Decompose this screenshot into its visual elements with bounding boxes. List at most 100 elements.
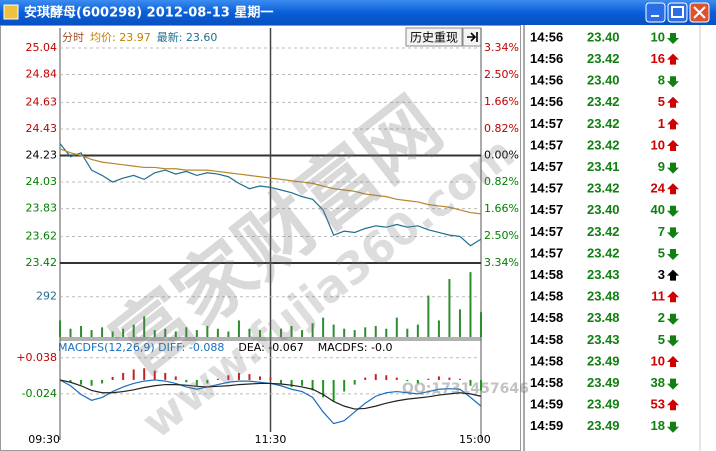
y-tick-label: 23.62 bbox=[26, 229, 58, 242]
y2-tick-label: 1.66% bbox=[484, 95, 519, 108]
series-line bbox=[59, 379, 482, 410]
trade-arrow bbox=[667, 313, 679, 325]
trade-time: 14:57 bbox=[530, 116, 563, 131]
header-label: 均价: 23.97 bbox=[90, 31, 151, 44]
trade-time: 14:57 bbox=[530, 181, 563, 196]
trade-volume: 11 bbox=[651, 289, 665, 304]
volume-bar bbox=[469, 272, 472, 337]
volume-bar bbox=[395, 317, 398, 337]
y2-tick-label: 2.50% bbox=[484, 68, 519, 81]
trade-time: 14:56 bbox=[530, 73, 563, 88]
trade-volume: 5 bbox=[658, 94, 665, 109]
trade-volume: 53 bbox=[651, 397, 665, 412]
y2-tick-label: 0.82% bbox=[484, 122, 519, 135]
trade-time: 14:58 bbox=[530, 375, 563, 390]
volume-bar bbox=[290, 325, 293, 337]
trade-price: 23.43 bbox=[587, 332, 620, 347]
x-tick-label: 09:30 bbox=[28, 433, 60, 446]
volume-bar bbox=[90, 330, 93, 337]
trade-price: 23.42 bbox=[587, 116, 620, 131]
trade-volume: 16 bbox=[651, 51, 665, 66]
volume-bar bbox=[301, 330, 304, 337]
volume-bar bbox=[206, 325, 209, 337]
y2-tick-label: 3.34% bbox=[484, 256, 519, 269]
volume-bar bbox=[322, 317, 325, 337]
trade-arrow bbox=[667, 356, 679, 367]
trade-arrow bbox=[667, 53, 679, 65]
trade-arrow bbox=[667, 335, 679, 347]
volume-bar bbox=[406, 328, 409, 337]
trade-price: 23.43 bbox=[587, 267, 620, 282]
volume-bar bbox=[311, 323, 314, 337]
trade-volume: 5 bbox=[658, 245, 665, 260]
trade-time: 14:57 bbox=[530, 202, 563, 217]
maximize-button[interactable] bbox=[667, 2, 688, 23]
trade-arrow bbox=[667, 227, 679, 239]
volume-bar bbox=[248, 328, 251, 337]
y2-tick-label: 0.00% bbox=[484, 149, 519, 162]
title-bar bbox=[0, 0, 716, 25]
volume-bar bbox=[216, 328, 219, 337]
header-label: MACDFS: -0.0 bbox=[318, 341, 393, 354]
volume-bar bbox=[237, 320, 240, 337]
history-button-label: 历史重现 bbox=[410, 31, 458, 45]
history-button[interactable] bbox=[405, 27, 463, 47]
maximize-icon bbox=[671, 6, 684, 18]
trade-arrow bbox=[667, 421, 679, 433]
y2-tick-label: 3.34% bbox=[484, 41, 519, 54]
trade-arrow bbox=[667, 378, 679, 390]
volume-bar bbox=[164, 328, 167, 337]
trade-price: 23.42 bbox=[587, 137, 620, 152]
y2-tick-label: 0.82% bbox=[484, 175, 519, 188]
trade-time: 14:59 bbox=[530, 397, 563, 412]
y-tick-label: -0.024 bbox=[22, 387, 57, 400]
trade-time: 14:57 bbox=[530, 224, 563, 239]
minimize-icon bbox=[651, 15, 659, 17]
y-tick-label: 24.43 bbox=[26, 122, 58, 135]
y2-tick-label: 1.66% bbox=[484, 202, 519, 215]
x-tick-label: 15:00 bbox=[459, 433, 491, 446]
trade-arrow bbox=[667, 205, 679, 217]
volume-bar bbox=[437, 320, 440, 337]
volume-bar bbox=[153, 330, 156, 337]
trade-volume: 8 bbox=[658, 73, 665, 88]
volume-bar bbox=[480, 312, 482, 337]
trade-volume: 9 bbox=[658, 159, 665, 174]
trade-time: 14:58 bbox=[530, 332, 563, 347]
trade-arrow bbox=[667, 269, 679, 281]
volume-bar bbox=[332, 324, 335, 337]
trade-price: 23.41 bbox=[587, 159, 620, 174]
x-tick-label: 11:30 bbox=[255, 433, 287, 446]
trade-volume: 18 bbox=[651, 418, 665, 433]
trade-time: 14:56 bbox=[530, 29, 563, 44]
volume-bar bbox=[101, 327, 104, 337]
jump-icon bbox=[467, 32, 478, 42]
header-label: DEA: -0.067 bbox=[238, 341, 303, 354]
trade-price: 23.40 bbox=[587, 73, 620, 88]
trade-time: 14:58 bbox=[530, 267, 563, 282]
volume-bar bbox=[343, 328, 346, 337]
minimize-button[interactable] bbox=[645, 2, 666, 23]
trade-time: 14:56 bbox=[530, 94, 563, 109]
volume-bar bbox=[227, 331, 230, 337]
trade-price: 23.40 bbox=[587, 202, 620, 217]
volume-bar bbox=[59, 320, 61, 337]
header-label: MACDFS(12,26,9) DIFF: -0.088 bbox=[58, 341, 224, 354]
header-label: 分时 bbox=[62, 31, 84, 44]
volume-bar bbox=[353, 330, 356, 337]
trade-volume: 10 bbox=[651, 29, 665, 44]
trade-time: 14:57 bbox=[530, 137, 563, 152]
trade-price: 23.49 bbox=[587, 375, 620, 390]
trade-price: 23.49 bbox=[587, 397, 620, 412]
window-title: 安琪酵母(600298) 2012-08-13 星期一 bbox=[24, 5, 273, 21]
trade-price: 23.42 bbox=[587, 245, 620, 260]
volume-bar bbox=[364, 327, 367, 337]
volume-bar bbox=[185, 327, 188, 337]
watermark: QQ:1731457646 bbox=[402, 381, 529, 397]
trade-price: 23.49 bbox=[587, 418, 620, 433]
y-tick-label: 292 bbox=[36, 290, 57, 303]
window-controls[interactable] bbox=[645, 2, 710, 23]
close-icon bbox=[693, 6, 706, 19]
volume-bar bbox=[69, 328, 72, 337]
